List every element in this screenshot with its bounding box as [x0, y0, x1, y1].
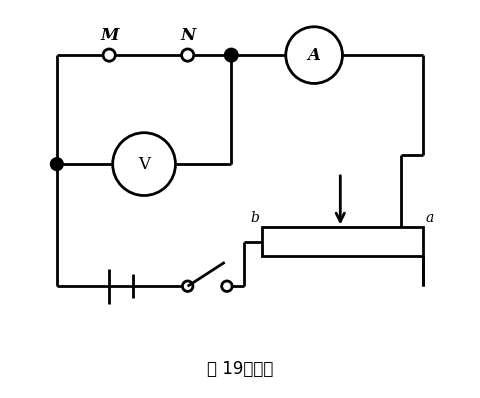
Text: b: b [251, 211, 260, 225]
Bar [262, 227, 423, 256]
Circle shape [51, 158, 62, 170]
Text: 图 19（甲）: 图 19（甲） [207, 360, 273, 378]
Text: N: N [180, 27, 195, 44]
Text: A: A [308, 47, 321, 64]
Text: V: V [138, 156, 150, 173]
Text: M: M [100, 27, 119, 44]
Text: a: a [425, 211, 433, 225]
Circle shape [225, 49, 238, 61]
